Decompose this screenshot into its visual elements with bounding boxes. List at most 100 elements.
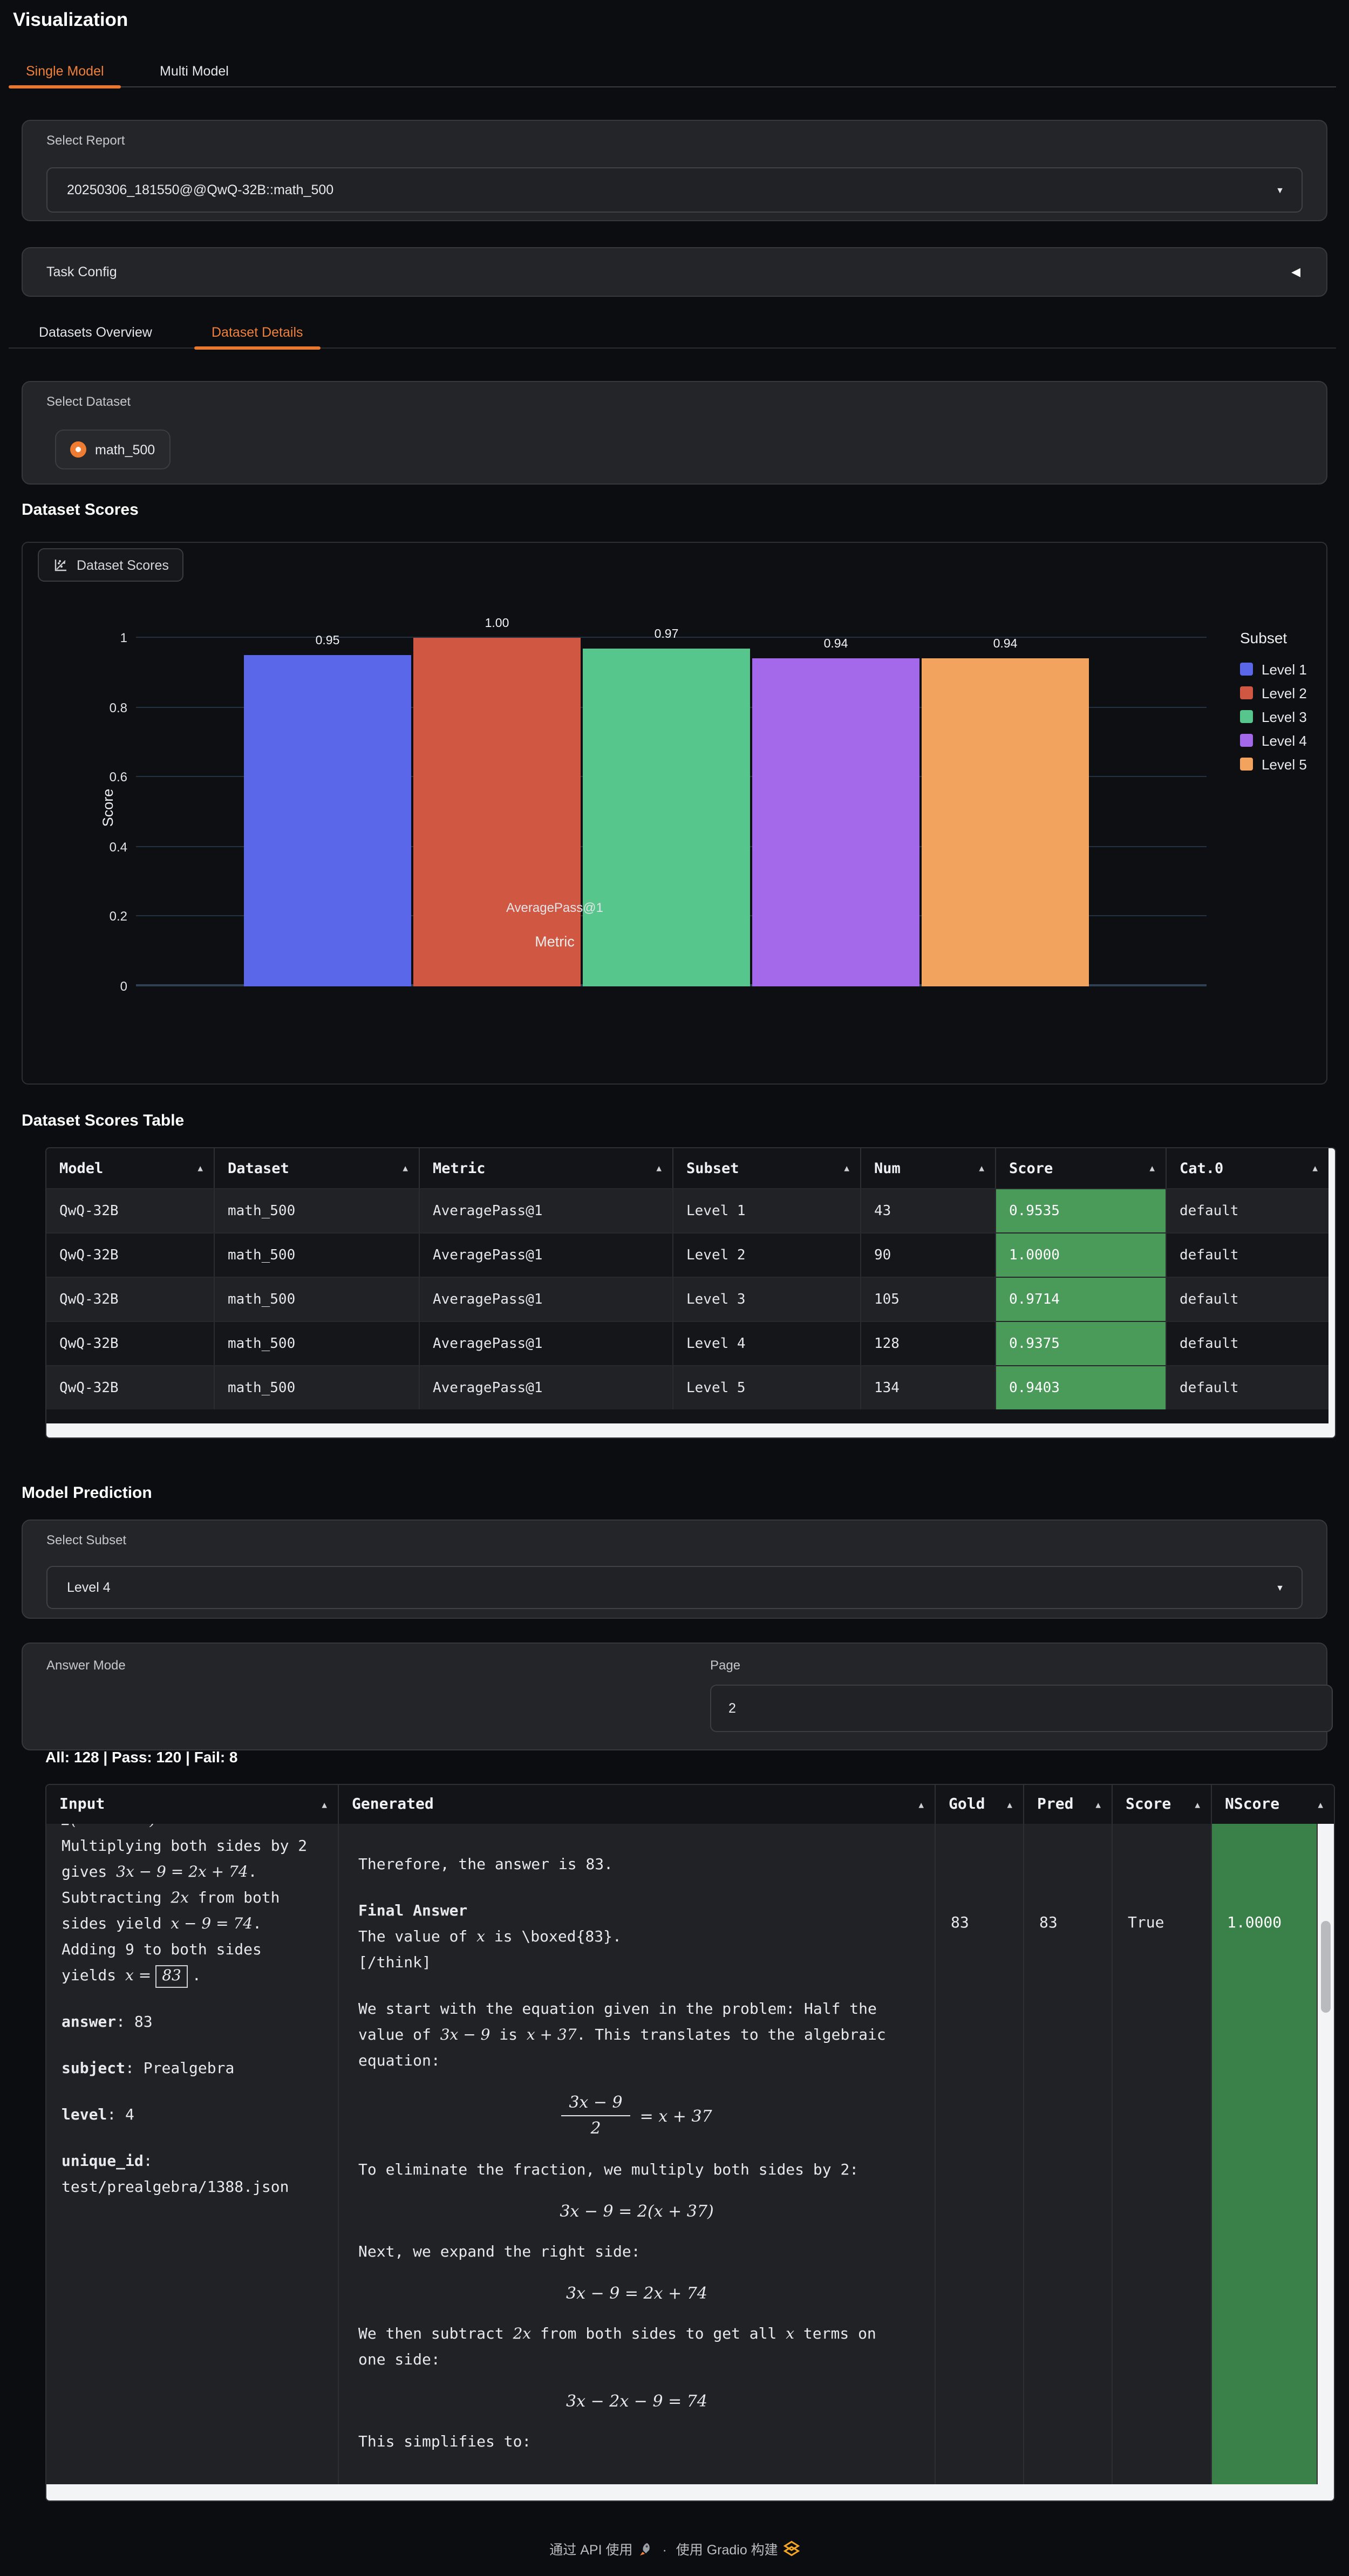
select-subset-value: Level 4 (67, 1580, 111, 1595)
sort-asc-icon: ▲ (1318, 1800, 1323, 1809)
text: The value of (358, 1928, 477, 1946)
sort-asc-icon: ▲ (656, 1163, 662, 1173)
gradio-logo-icon (783, 2540, 800, 2557)
chart-tab[interactable]: Dataset Scores (38, 548, 184, 582)
column-header-metric[interactable]: Metric ▲ (420, 1148, 673, 1188)
scrollbar-thumb[interactable] (1321, 1921, 1331, 2013)
page-label: Page (710, 1658, 741, 1673)
dataset-radio-math500[interactable]: math_500 (55, 430, 171, 469)
page-title: Visualization (13, 9, 128, 30)
tab-datasets-overview-label: Datasets Overview (39, 325, 152, 340)
table-cell: Therefore, the answer is 83. Final Answer… (339, 1824, 936, 2484)
column-header-cat-0[interactable]: Cat.0 ▲ (1167, 1148, 1328, 1188)
table-vertical-scrollbar[interactable] (1328, 1148, 1335, 1423)
column-header-input[interactable]: Input ▲ (46, 1785, 339, 1824)
cell: 90 (861, 1232, 996, 1277)
column-header-dataset[interactable]: Dataset ▲ (215, 1148, 420, 1188)
text: from both sides to get all (531, 2326, 786, 2343)
select-subset-label: Select Subset (46, 1532, 127, 1548)
text: unique_id (62, 2153, 144, 2170)
column-header-gold[interactable]: Gold ▲ (936, 1785, 1024, 1824)
y-axis-tick: 0.6 (109, 769, 127, 785)
model-prediction-heading: Model Prediction (22, 1484, 152, 1502)
sort-asc-icon: ▲ (1095, 1800, 1101, 1809)
x-axis-title: Metric (535, 933, 575, 950)
tab-single-model-label: Single Model (26, 64, 104, 79)
text: Next, we expand the right side: (358, 2244, 641, 2261)
task-config-accordion[interactable]: Task Config ◀ (22, 247, 1327, 297)
column-header-label: Score (1126, 1796, 1171, 1813)
cell: math_500 (215, 1277, 420, 1321)
column-header-nscore[interactable]: NScore ▲ (1212, 1785, 1334, 1824)
task-config-label: Task Config (46, 264, 117, 280)
column-header-generated[interactable]: Generated ▲ (339, 1785, 936, 1824)
page-input[interactable] (710, 1685, 1333, 1732)
column-header-num[interactable]: Num ▲ (861, 1148, 996, 1188)
text: one side: (358, 2352, 440, 2369)
accordion-collapsed-icon: ◀ (1291, 266, 1300, 279)
display-math: 3x − 9 = 2(x + 37) (560, 2202, 714, 2221)
tab-active-underline (194, 346, 321, 350)
legend-swatch-icon (1240, 710, 1253, 723)
text-line: subject: Prealgebra (62, 2056, 323, 2082)
cell: AveragePass@1 (420, 1188, 673, 1232)
paragraph-gap (358, 1878, 915, 1898)
text-line: We start with the equation given in the … (358, 1996, 915, 2022)
legend-item[interactable]: Level 1 (1240, 657, 1307, 681)
dataset-scores-heading: Dataset Scores (22, 501, 139, 519)
table-vertical-scrollbar[interactable] (1318, 1824, 1334, 2484)
select-dataset-label: Select Dataset (46, 394, 131, 409)
legend-item[interactable]: Level 2 (1240, 681, 1307, 705)
tab-multi-model[interactable]: Multi Model (142, 57, 246, 87)
cell: 128 (861, 1321, 996, 1365)
sort-asc-icon: ▲ (322, 1800, 327, 1809)
table-row: QwQ-32B math_500 AveragePass@1 Level 5 134 0.… (46, 1365, 1335, 1409)
legend-item[interactable]: Level 5 (1240, 752, 1307, 776)
score-cell: True (1113, 1824, 1212, 2484)
table-row: QwQ-32B math_500 AveragePass@1 Level 4 128 0.… (46, 1321, 1335, 1365)
text-line: This simplifies to: (358, 2429, 915, 2455)
main-tabbar: Single Model Multi Model (0, 55, 1349, 88)
text: We start with the equation given in the … (358, 2001, 877, 2018)
cell: AveragePass@1 (420, 1277, 673, 1321)
model-prediction-table: Input ▲ Generated ▲ Gold ▲ Pred ▲ Score ▲ NScore ▲ 2… (45, 1784, 1335, 2502)
chart-plot: Score 0 0.2 0.4 0.6 0.8 1 0.95 1.00 0.97 0.94 0.94 (100, 617, 1207, 994)
column-header-pred[interactable]: Pred ▲ (1024, 1785, 1113, 1824)
table-horizontal-scrollbar[interactable] (46, 1423, 1335, 1437)
cell: default (1167, 1365, 1328, 1409)
cell: Level 2 (673, 1232, 861, 1277)
cell: AveragePass@1 (420, 1365, 673, 1409)
text-line: To eliminate the fraction, we multiply b… (358, 2157, 915, 2183)
pred-cell: 83 (1024, 1824, 1113, 2484)
cell: math_500 (215, 1188, 420, 1232)
table-horizontal-scrollbar[interactable] (46, 2484, 1334, 2500)
cell: Level 5 (673, 1365, 861, 1409)
tab-dataset-details[interactable]: Dataset Details (194, 318, 321, 350)
select-report-value: 20250306_181550@@QwQ-32B::math_500 (67, 182, 334, 197)
chevron-down-icon: ▼ (1276, 185, 1284, 195)
tab-datasets-overview[interactable]: Datasets Overview (22, 318, 169, 349)
math-text: 83 (155, 1965, 188, 1988)
legend-item[interactable]: Level 3 (1240, 705, 1307, 728)
column-header-subset[interactable]: Subset ▲ (673, 1148, 861, 1188)
table-row: QwQ-32B math_500 AveragePass@1 Level 3 105 0.… (46, 1277, 1335, 1321)
column-header-score[interactable]: Score ▲ (996, 1148, 1167, 1188)
main-tab-divider (9, 86, 1336, 87)
cell: QwQ-32B (46, 1232, 215, 1277)
select-report-dropdown[interactable]: 20250306_181550@@QwQ-32B::math_500 ▼ (46, 167, 1303, 213)
legend-item-label: Level 2 (1262, 685, 1307, 701)
text: . (253, 1916, 262, 1933)
dataset-tab-divider (9, 347, 1336, 349)
sort-asc-icon: ▲ (844, 1163, 849, 1173)
text: . (192, 1967, 201, 1985)
legend-item[interactable]: Level 4 (1240, 728, 1307, 752)
select-subset-dropdown[interactable]: Level 4 ▼ (46, 1566, 1303, 1609)
legend-swatch-icon (1240, 758, 1253, 771)
footer-api-link[interactable]: 通过 API 使用 (549, 2538, 653, 2559)
column-header-model[interactable]: Model ▲ (46, 1148, 215, 1188)
column-header-score[interactable]: Score ▲ (1113, 1785, 1212, 1824)
chart-bar (413, 638, 581, 986)
footer-gradio-link[interactable]: 使用 Gradio 构建 (676, 2538, 800, 2559)
tab-single-model[interactable]: Single Model (9, 57, 121, 88)
